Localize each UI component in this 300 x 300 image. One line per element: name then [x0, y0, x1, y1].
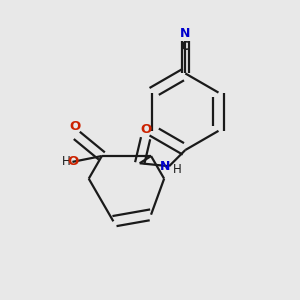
Text: O: O	[68, 155, 79, 168]
Text: O: O	[70, 120, 81, 133]
Text: O: O	[140, 123, 151, 136]
Text: N: N	[160, 160, 170, 173]
Text: H: H	[62, 155, 71, 168]
Text: N: N	[180, 27, 190, 40]
Text: C: C	[181, 40, 190, 53]
Text: H: H	[173, 163, 182, 176]
